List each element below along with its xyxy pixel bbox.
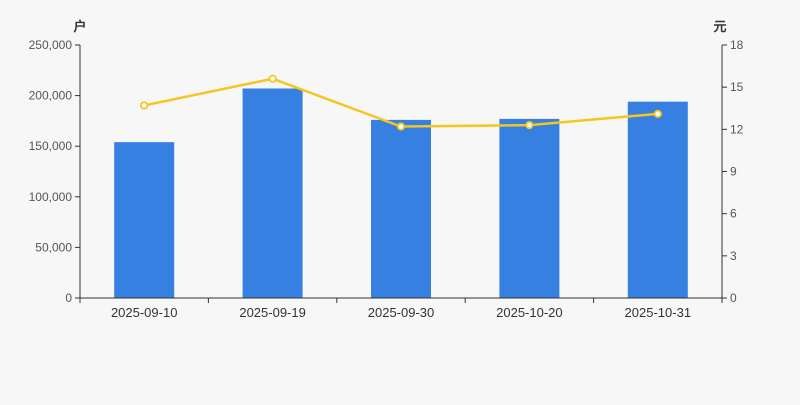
line-point-2025-09-30[interactable] [396, 122, 406, 131]
price-line [142, 77, 660, 128]
line-point-2025-10-31[interactable] [653, 109, 662, 118]
left-axis-tick-label: 50,000 [35, 240, 72, 254]
bar-2025-09-19[interactable] [242, 88, 303, 299]
right-axis-tick-label: 15 [730, 80, 744, 94]
line-point-2025-10-20[interactable] [525, 121, 534, 130]
left-axis-title: 户 [73, 19, 87, 34]
right-axis-tick-label: 6 [730, 207, 737, 221]
bar-2025-10-31[interactable] [627, 101, 688, 298]
x-axis-category-label: 2025-09-19 [239, 305, 306, 320]
left-axis-tick-label: 150,000 [29, 139, 73, 153]
x-axis-category-label: 2025-09-10 [111, 305, 178, 320]
line-point-2025-09-10[interactable] [140, 101, 149, 110]
bar-2025-10-20[interactable] [499, 118, 560, 298]
line-point-2025-09-19[interactable] [268, 74, 277, 83]
right-axis-tick-label: 18 [730, 38, 744, 52]
right-axis-tick-label: 3 [730, 249, 737, 263]
right-axis-title: 元 [713, 19, 727, 34]
left-axis-tick-label: 0 [65, 291, 72, 305]
x-axis-category-label: 2025-10-20 [496, 305, 563, 320]
left-axis-tick-label: 100,000 [29, 190, 73, 204]
right-axis-tick-label: 0 [730, 291, 737, 305]
x-axis-category-label: 2025-09-30 [368, 305, 435, 320]
x-axis-category-label: 2025-10-31 [625, 305, 692, 320]
right-axis-tick-label: 12 [730, 122, 744, 136]
right-axis-tick-label: 9 [730, 165, 737, 179]
left-axis-tick-label: 200,000 [29, 89, 73, 103]
left-axis-tick-label: 250,000 [29, 38, 73, 52]
bar-2025-09-10[interactable] [114, 142, 175, 298]
bar-2025-09-30[interactable] [371, 119, 431, 298]
